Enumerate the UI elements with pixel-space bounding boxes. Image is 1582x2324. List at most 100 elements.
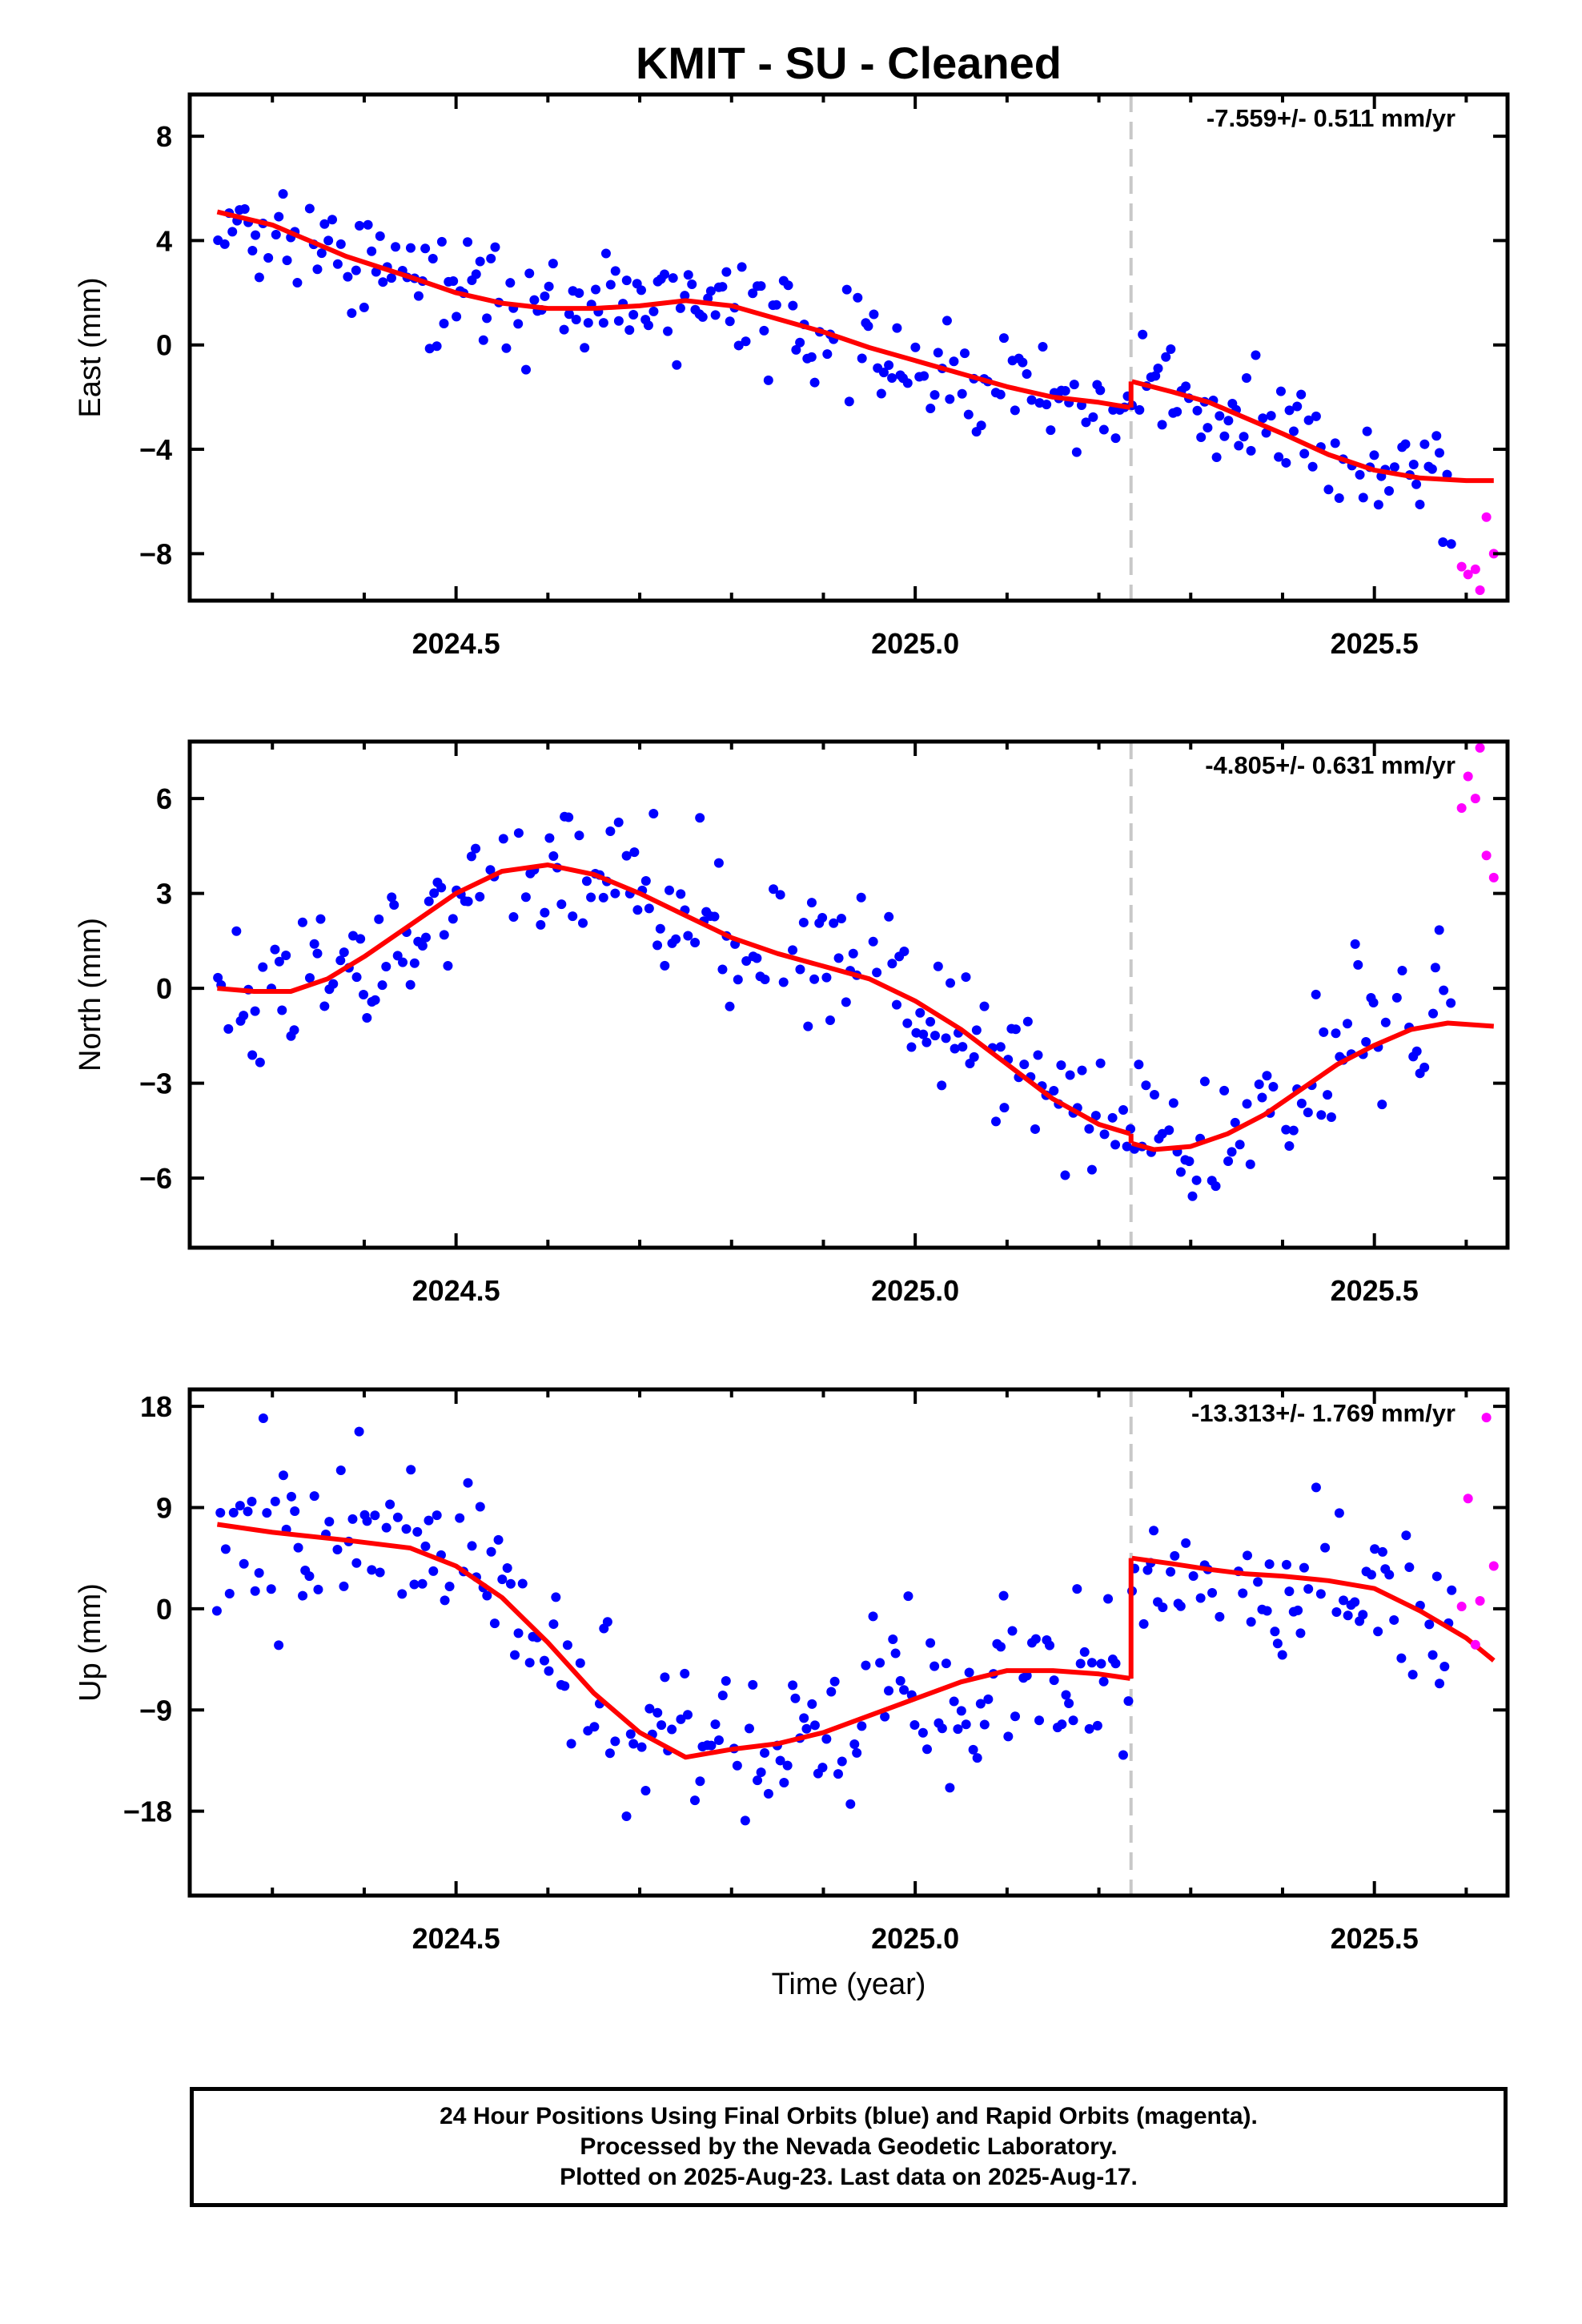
north-final-point (339, 947, 349, 958)
north-final-point (941, 1033, 951, 1043)
up-final-point (917, 1727, 928, 1738)
up-final-point (799, 1713, 809, 1723)
east-final-point (822, 349, 833, 360)
east-y-axis-title: East (mm) (74, 277, 107, 417)
north-final-point (1191, 1175, 1202, 1185)
up-final-point (417, 1578, 428, 1589)
north-final-point (1353, 959, 1363, 970)
north-final-point (769, 884, 779, 895)
up-panel: 2024.5 2025.0 2025.5 −18 −9 0 9 18 Up (mm) -13.31… (74, 1387, 1510, 1955)
east-rapid-point (1481, 512, 1492, 522)
east-final-point (1369, 450, 1379, 460)
up-final-point (1110, 1659, 1121, 1669)
up-final-point (1293, 1605, 1303, 1615)
east-final-point (1281, 457, 1291, 468)
up-final-point (667, 1724, 677, 1735)
up-final-point (517, 1578, 528, 1589)
north-final-point (574, 830, 584, 841)
north-final-point (1084, 1124, 1094, 1134)
north-final-point (891, 999, 901, 1010)
east-final-point (1026, 395, 1037, 405)
north-final-point (1090, 1111, 1101, 1121)
east-final-point (902, 378, 913, 388)
north-final-point (231, 926, 242, 936)
north-final-point (1296, 1098, 1307, 1108)
north-final-point (544, 833, 555, 843)
east-final-point (319, 219, 330, 229)
east-final-point (844, 396, 854, 407)
north-final-point (1439, 985, 1449, 995)
north-rapid-point (1488, 872, 1499, 883)
up-final-point (250, 1586, 260, 1596)
east-final-point (513, 319, 524, 329)
east-final-point (1246, 445, 1256, 456)
up-final-point (1142, 1565, 1153, 1575)
east-final-point (841, 284, 852, 295)
up-final-point (1103, 1594, 1114, 1604)
north-final-point (359, 989, 369, 999)
north-final-point (610, 888, 620, 899)
north-final-point (1235, 1140, 1245, 1150)
north-final-point (581, 876, 592, 887)
north-final-point (274, 956, 284, 967)
north-final-point (676, 889, 686, 899)
north-final-point (417, 940, 428, 951)
north-final-point (598, 892, 608, 903)
east-final-point (933, 348, 943, 358)
north-final-point (548, 851, 559, 862)
north-final-point (1099, 1129, 1110, 1140)
north-final-point (918, 1029, 929, 1039)
north-final-point (775, 890, 785, 900)
east-final-point (580, 343, 590, 353)
north-final-point (795, 964, 805, 975)
north-final-point (1227, 1147, 1237, 1157)
east-final-point (432, 341, 442, 352)
east-final-point (756, 281, 766, 292)
up-final-point (610, 1736, 620, 1747)
east-final-point (659, 269, 669, 279)
up-final-point (964, 1667, 974, 1678)
north-final-point (995, 1042, 1006, 1052)
east-final-point (486, 253, 496, 263)
east-rapid-point (1470, 564, 1480, 574)
north-final-point (990, 1116, 1001, 1127)
north-final-point (969, 1051, 979, 1062)
north-final-point (362, 1012, 372, 1023)
east-final-point (363, 219, 373, 230)
up-final-point (1277, 1650, 1287, 1660)
up-final-point (1370, 1544, 1380, 1554)
east-final-point (957, 388, 967, 399)
up-final-point (644, 1703, 655, 1714)
north-final-point (833, 953, 844, 963)
east-final-point (559, 324, 569, 335)
up-final-point (262, 1508, 272, 1518)
up-final-point (486, 1546, 496, 1557)
up-final-point (845, 1799, 856, 1809)
up-rate-label: -13.313+/- 1.769 mm/yr (1191, 1399, 1456, 1427)
up-final-point (621, 1811, 632, 1822)
north-final-point (613, 817, 624, 827)
north-final-point (309, 939, 319, 949)
north-final-point (556, 899, 567, 910)
up-x-tick-label: 2024.5 (412, 1922, 500, 1955)
east-final-point (1192, 405, 1203, 416)
north-final-point (1254, 1079, 1264, 1089)
north-model-curve-after-offset (1131, 1020, 1495, 1152)
east-plot-area (213, 94, 1499, 601)
footer-line-2: Processed by the Nevada Geodetic Laborat… (580, 2133, 1118, 2160)
up-final-point (463, 1478, 473, 1488)
east-final-point (876, 388, 886, 399)
north-final-point (586, 892, 596, 903)
up-final-point (354, 1426, 364, 1437)
east-final-point (610, 266, 620, 276)
east-final-point (783, 280, 793, 291)
east-final-point (1334, 493, 1344, 503)
east-final-point (1408, 459, 1419, 469)
east-final-point (942, 316, 952, 326)
east-final-point (1138, 329, 1148, 340)
north-final-point (655, 923, 665, 934)
north-final-point (420, 932, 431, 943)
north-final-point (239, 1011, 249, 1021)
north-final-point (921, 1037, 932, 1047)
east-final-point (1307, 461, 1318, 472)
